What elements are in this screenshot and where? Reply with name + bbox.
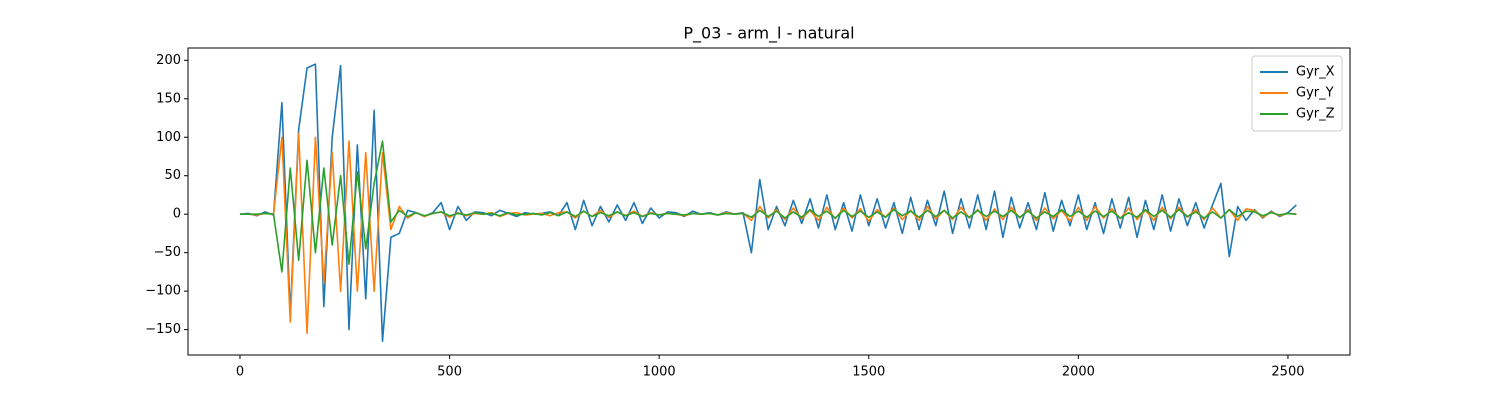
legend: Gyr_X Gyr_Y Gyr_Z xyxy=(1251,55,1343,132)
data-line xyxy=(239,63,1297,342)
legend-label: Gyr_X xyxy=(1296,65,1335,80)
x-tick-label: 1500 xyxy=(852,365,885,380)
y-tick-label: 150 xyxy=(156,91,181,106)
data-line xyxy=(239,140,1297,273)
legend-label: Gyr_Z xyxy=(1296,107,1335,122)
plot-frame xyxy=(187,47,1351,356)
chart-title: P_03 - arm_l - natural xyxy=(683,24,854,44)
y-tick-label: 50 xyxy=(164,168,181,183)
y-tick-label: 100 xyxy=(156,130,181,145)
x-tick-label: 2000 xyxy=(1062,365,1095,380)
y-tick-label: −50 xyxy=(154,245,181,260)
legend-box xyxy=(1251,55,1343,132)
y-tick-label: 0 xyxy=(173,207,181,222)
x-tick-label: 1000 xyxy=(643,365,676,380)
y-tick-label: 200 xyxy=(156,53,181,68)
x-tick-label: 500 xyxy=(437,365,462,380)
x-tick-label: 2500 xyxy=(1271,365,1304,380)
y-tick-label: −150 xyxy=(145,322,181,337)
x-tick-label: 0 xyxy=(236,365,244,380)
y-tick-label: −100 xyxy=(145,284,181,299)
legend-label: Gyr_Y xyxy=(1296,86,1334,101)
